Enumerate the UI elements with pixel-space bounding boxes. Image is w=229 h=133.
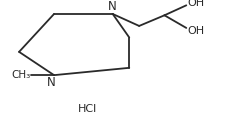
Text: OH: OH	[187, 26, 204, 36]
Text: OH: OH	[187, 0, 204, 8]
Text: HCl: HCl	[77, 104, 97, 114]
Text: N: N	[108, 0, 117, 13]
Text: N: N	[47, 76, 56, 89]
Text: CH₃: CH₃	[11, 70, 30, 80]
